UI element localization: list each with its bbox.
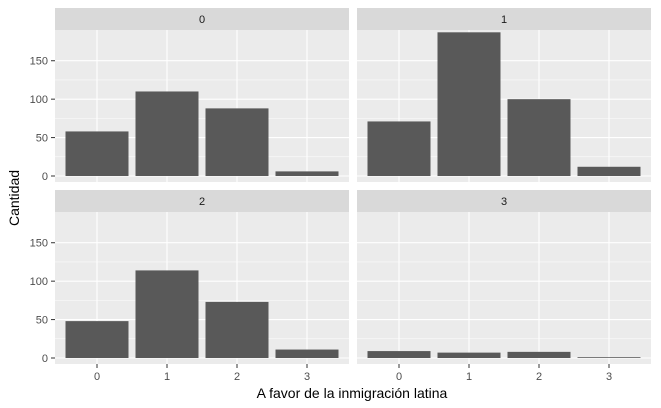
facet-strip: [357, 8, 651, 30]
x-tick-label: 3: [304, 371, 310, 383]
bar: [275, 349, 339, 358]
bar: [65, 131, 129, 176]
y-tick-label: 150: [30, 56, 48, 68]
x-tick-label: 3: [606, 371, 612, 383]
facet-strip-label: 2: [199, 196, 205, 208]
y-tick-label: 50: [36, 133, 48, 145]
facet-panel-3: 3: [357, 190, 651, 364]
bar: [577, 166, 641, 176]
x-axis-title: A favor de la inmigración latina: [257, 385, 448, 401]
x-tick-label: 0: [396, 371, 402, 383]
facet-strip-label: 1: [501, 14, 507, 26]
axes-layer: 0 50 100 150 0 50 100 150 0 1 2 3 0 1 2 3: [30, 56, 612, 383]
bar: [507, 99, 571, 176]
bar: [507, 351, 571, 358]
bar: [437, 352, 501, 358]
panels-layer: 0 1 2 3: [55, 8, 651, 364]
panel-background: [357, 212, 651, 364]
x-tick-label: 2: [234, 371, 240, 383]
facet-panel-2: 2: [55, 190, 349, 364]
bar: [205, 301, 269, 358]
bar: [205, 108, 269, 176]
bar: [367, 121, 431, 176]
x-tick-label: 2: [536, 371, 542, 383]
bar: [65, 321, 129, 358]
facet-panel-1: 1: [357, 8, 651, 182]
y-axis-title: Cantidad: [6, 170, 22, 226]
bar: [135, 270, 199, 358]
facet-strip-label: 3: [501, 196, 507, 208]
bar: [437, 32, 501, 176]
bar: [135, 91, 199, 176]
y-tick-label: 150: [30, 238, 48, 250]
facet-strip-label: 0: [199, 14, 205, 26]
y-tick-label: 100: [30, 94, 48, 106]
x-tick-label: 1: [466, 371, 472, 383]
facet-strip: [55, 190, 349, 212]
facet-strip: [357, 190, 651, 212]
x-tick-label: 0: [94, 371, 100, 383]
bar: [577, 357, 641, 358]
y-tick-label: 50: [36, 315, 48, 327]
facet-panel-0: 0: [55, 8, 349, 182]
y-tick-label: 0: [42, 171, 48, 183]
x-tick-label: 1: [164, 371, 170, 383]
bar: [367, 351, 431, 358]
bar: [275, 171, 339, 176]
y-tick-label: 100: [30, 276, 48, 288]
facet-strip: [55, 8, 349, 30]
y-tick-label: 0: [42, 353, 48, 365]
